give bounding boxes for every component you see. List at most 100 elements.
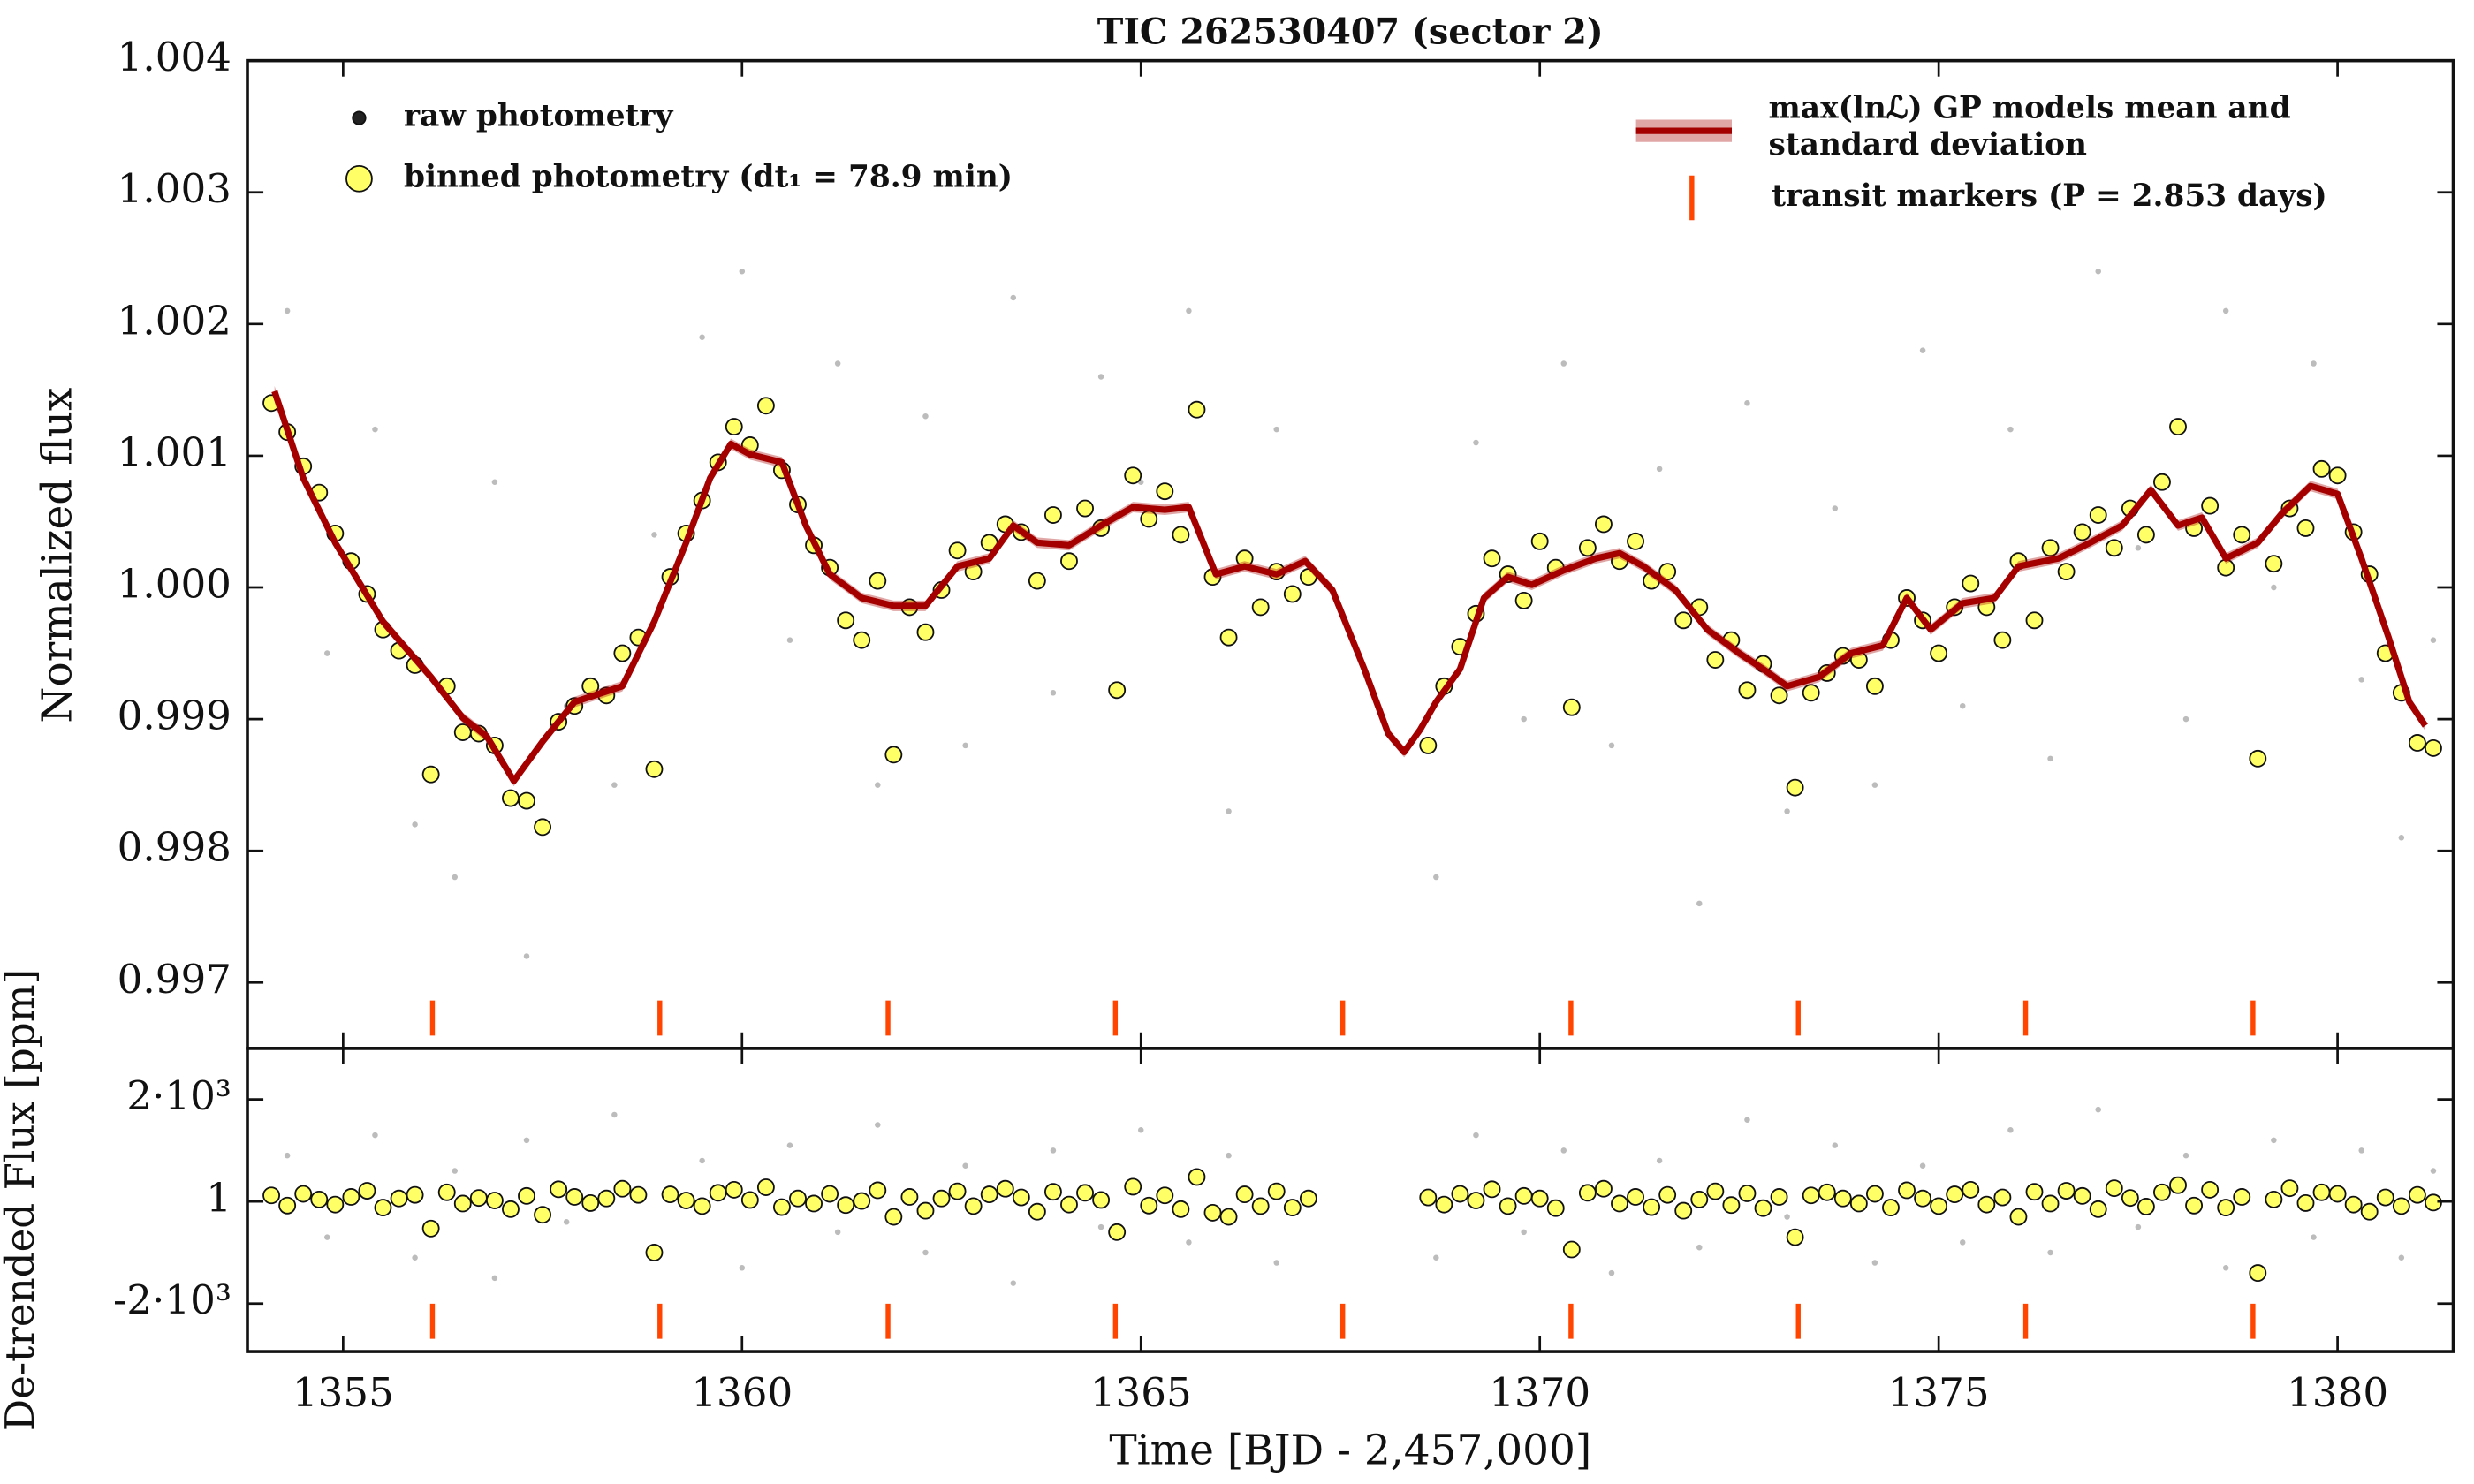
binned-point (1611, 1194, 1628, 1213)
legend-marker (345, 164, 373, 193)
binned-point (2089, 1200, 2107, 1218)
raw-point (2135, 545, 2142, 551)
binned-point (2057, 563, 2076, 581)
binned-point (1028, 572, 1046, 590)
raw-point (1560, 1147, 1567, 1154)
raw-point (1010, 1280, 1017, 1286)
plot-area (262, 1106, 2442, 1339)
binned-point (2408, 1185, 2426, 1204)
binned-point (645, 1244, 664, 1261)
raw-point (1433, 1254, 1439, 1261)
binned-point (2105, 539, 2123, 557)
binned-point (869, 1181, 887, 1200)
binned-point (2328, 466, 2347, 485)
raw-point (2007, 426, 2014, 433)
binned-point (1188, 400, 1206, 419)
binned-point (1578, 539, 1597, 557)
binned-point (725, 418, 743, 436)
binned-point (2312, 459, 2331, 478)
binned-point (502, 1200, 520, 1218)
raw-point (2135, 1223, 2142, 1230)
binned-point (2185, 1196, 2204, 1215)
raw-point (523, 1137, 530, 1144)
binned-point (534, 818, 552, 837)
binned-point (1786, 1228, 1804, 1246)
binned-point (1849, 1194, 1868, 1213)
binned-point (1419, 1188, 1438, 1207)
binned-point (294, 1185, 313, 1203)
binned-point (948, 541, 967, 560)
binned-point (1962, 574, 1980, 593)
binned-point (437, 1183, 456, 1201)
raw-point (699, 1157, 705, 1164)
plot-area (262, 268, 2442, 1036)
binned-point (853, 631, 871, 649)
binned-point (1483, 549, 1501, 568)
binned-point (374, 1199, 392, 1217)
raw-point (1560, 360, 1567, 367)
y2-label-box: De-trended Flux [ppm] (0, 969, 43, 1431)
gp-mean-line (271, 390, 2428, 784)
binned-point (1108, 1223, 1127, 1241)
binned-point (2041, 539, 2060, 557)
binned-point (2136, 1198, 2155, 1215)
binned-point (837, 611, 855, 630)
raw-point (2182, 716, 2189, 723)
binned-point (948, 1182, 967, 1200)
binned-point (2265, 555, 2283, 573)
binned-point (1914, 1189, 1932, 1208)
binned-point (1802, 1186, 1820, 1205)
binned-point (1930, 1197, 1948, 1215)
raw-point (611, 782, 618, 788)
binned-point (773, 1198, 791, 1216)
raw-point (875, 782, 881, 788)
x-tick-label: 1355 (292, 1369, 394, 1416)
raw-point (2222, 307, 2229, 314)
binned-point (2233, 526, 2251, 544)
raw-point (412, 822, 418, 828)
binned-point (1962, 1180, 1980, 1199)
binned-point (1658, 563, 1677, 581)
raw-point (523, 953, 530, 959)
binned-point (421, 1219, 440, 1238)
binned-point (342, 1188, 360, 1206)
raw-point (2398, 1254, 2405, 1261)
raw-point (284, 307, 291, 314)
axes-frame (246, 1047, 2455, 1353)
binned-point (1546, 1199, 1565, 1217)
binned-point (565, 1188, 584, 1206)
binned-point (1946, 1185, 1964, 1204)
binned-point (1802, 684, 1820, 702)
binned-point (2041, 1194, 2060, 1213)
binned-point (1060, 552, 1078, 571)
binned-point (1530, 1189, 1549, 1208)
binned-point (1043, 1183, 1062, 1201)
raw-point (1050, 690, 1057, 696)
raw-point (372, 426, 378, 433)
binned-point (805, 1194, 823, 1213)
binned-point (1483, 1180, 1501, 1199)
raw-point (922, 413, 929, 420)
binned-point (2217, 1199, 2235, 1217)
binned-point (1578, 1184, 1597, 1202)
raw-point (563, 1219, 570, 1225)
legend-label: transit markers (P = 2.853 days) (1772, 178, 2327, 214)
binned-point (1674, 611, 1693, 630)
raw-point (1656, 1157, 1663, 1164)
binned-point (502, 789, 520, 807)
binned-point (964, 1197, 983, 1215)
binned-point (629, 1185, 648, 1204)
binned-point (1770, 686, 1788, 705)
raw-point (1226, 808, 1232, 814)
raw-point (834, 1229, 841, 1236)
y-tick-label: 1.003 (118, 165, 231, 212)
binned-point (1092, 1191, 1111, 1209)
raw-point (452, 1168, 459, 1174)
binned-point (2153, 1183, 2171, 1201)
legend-label: binned photometry (dt₁ = 78.9 min) (404, 159, 1013, 194)
raw-point (1744, 1117, 1750, 1123)
binned-point (2376, 1188, 2394, 1207)
y-tick-label: -2·10³ (113, 1276, 231, 1323)
raw-point (1010, 294, 1017, 301)
